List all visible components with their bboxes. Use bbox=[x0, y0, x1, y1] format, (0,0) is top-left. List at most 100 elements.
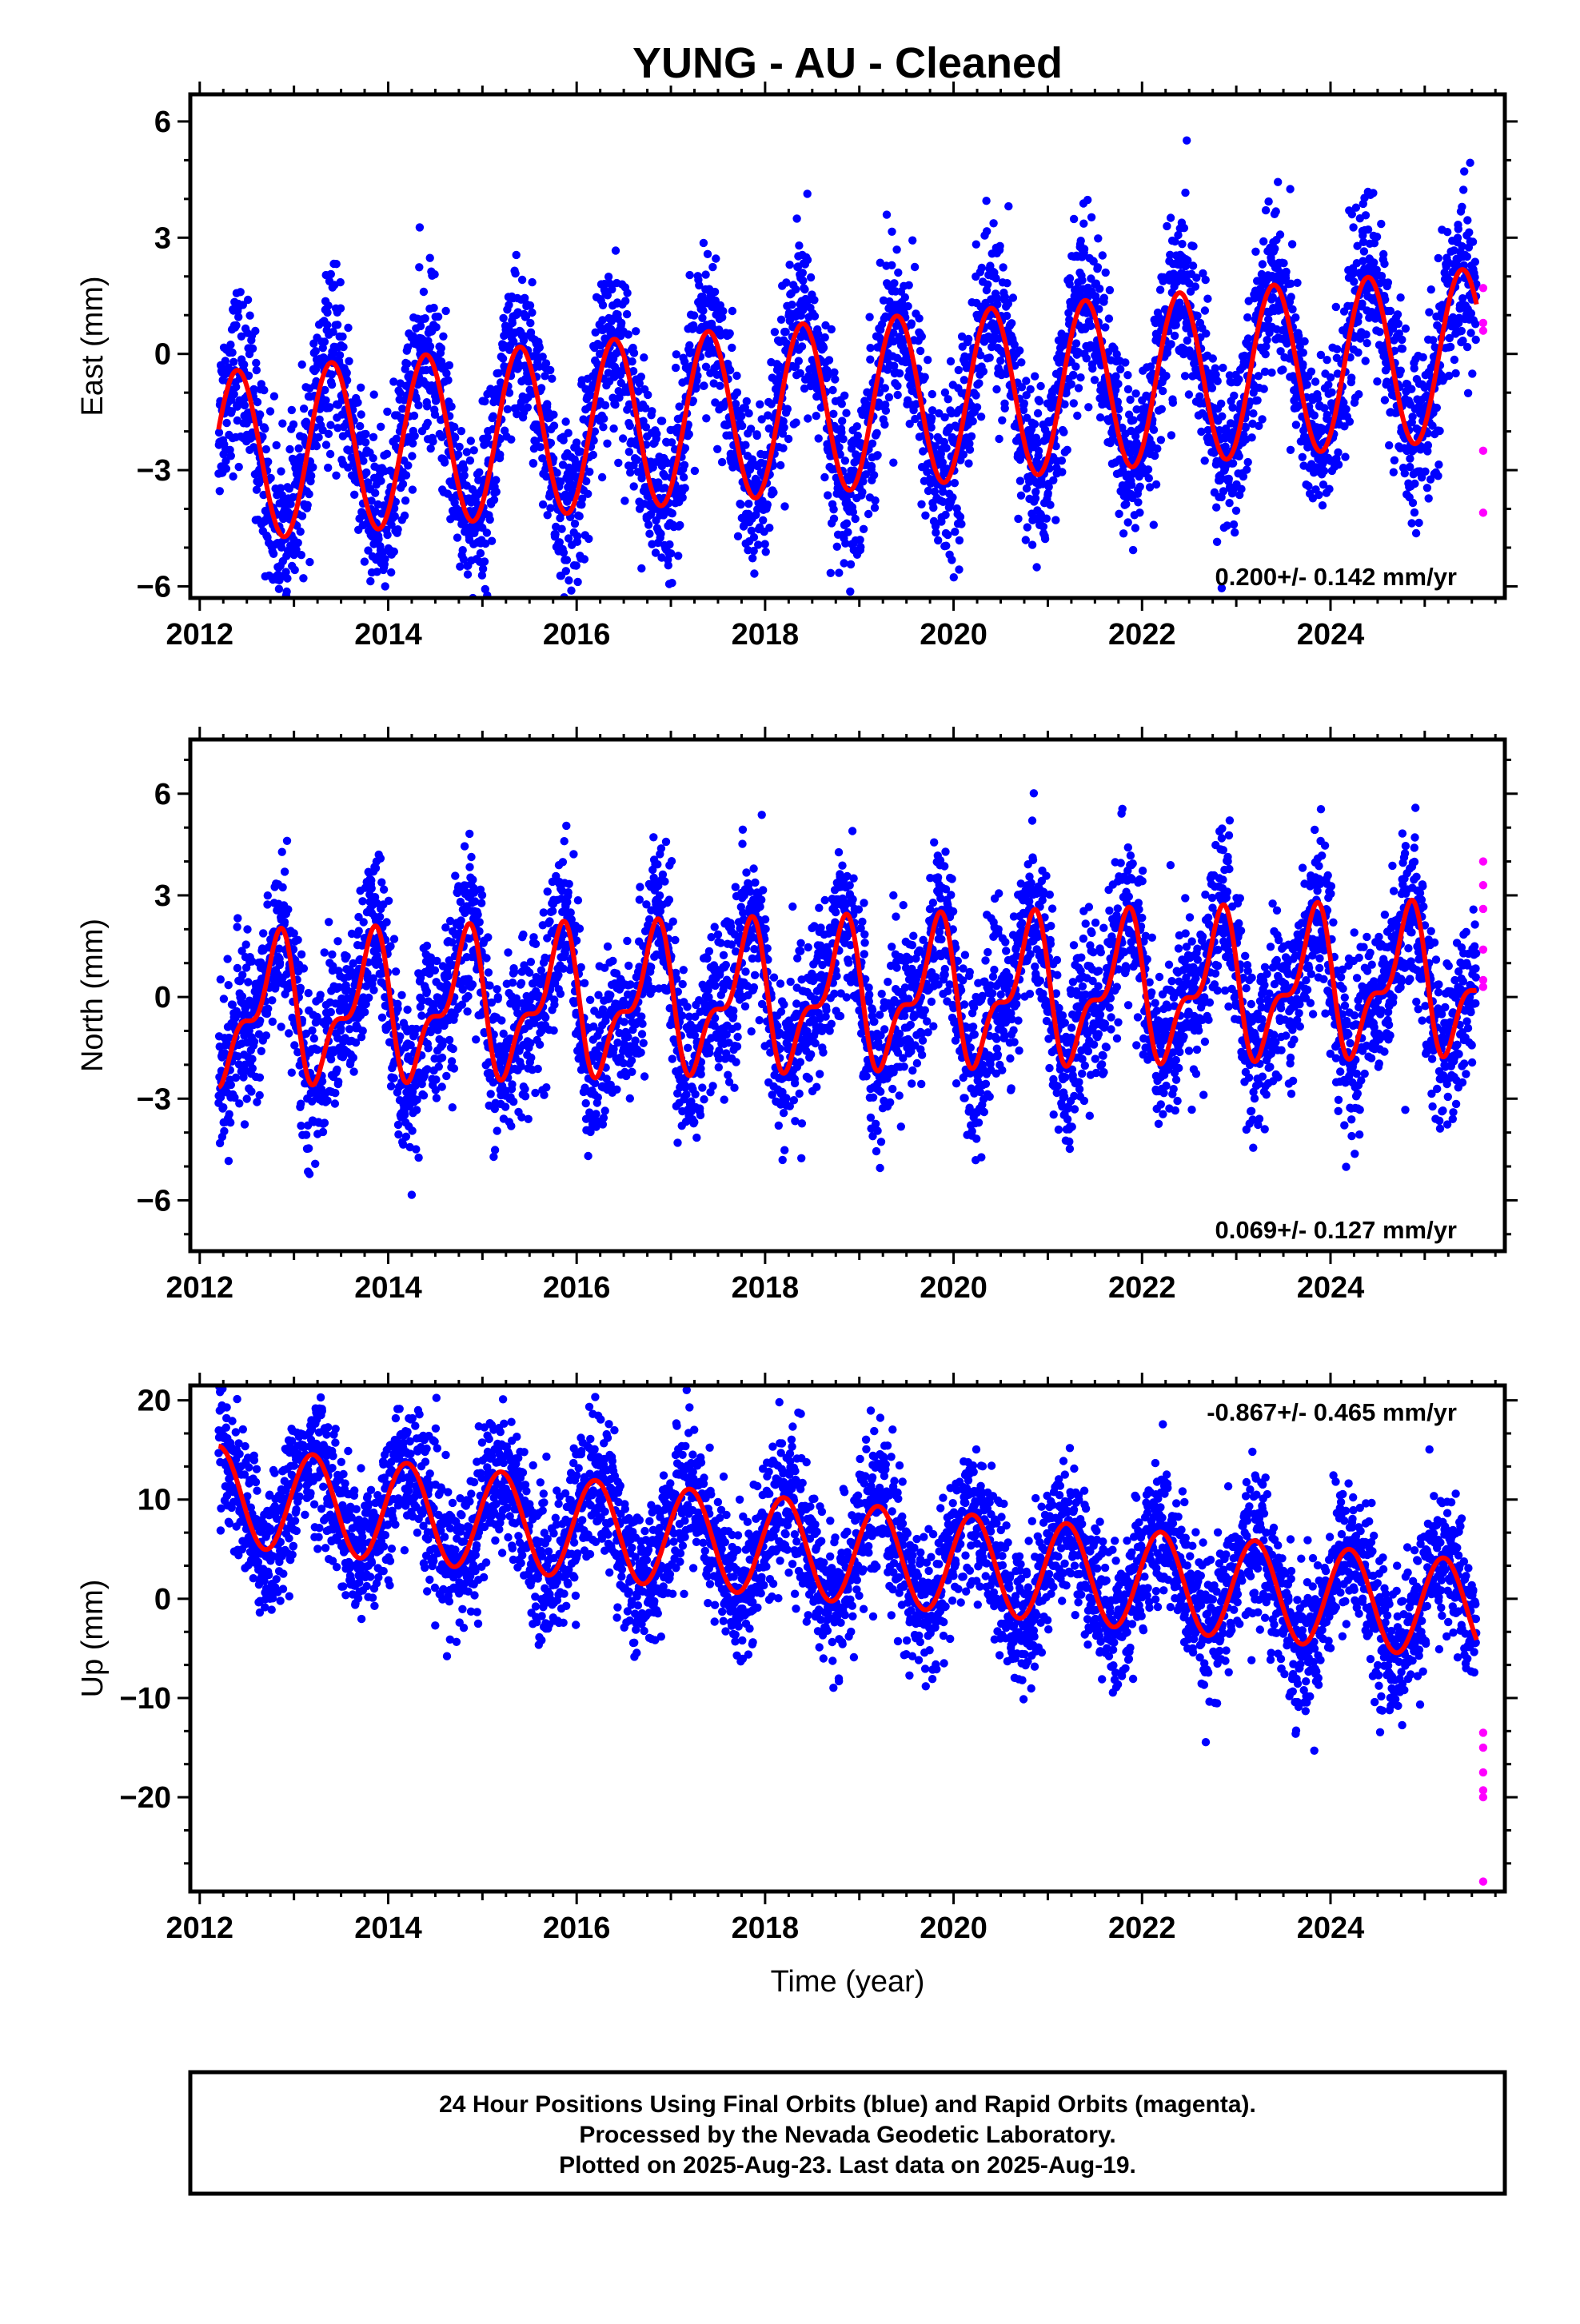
final-point bbox=[733, 389, 741, 397]
final-point bbox=[562, 567, 570, 575]
final-point bbox=[1396, 293, 1404, 301]
final-point bbox=[486, 516, 494, 524]
final-point bbox=[260, 386, 268, 394]
rapid-point bbox=[1479, 319, 1487, 327]
final-point bbox=[1342, 405, 1350, 413]
final-point bbox=[846, 588, 854, 596]
final-point bbox=[1307, 368, 1315, 376]
final-point bbox=[275, 585, 283, 593]
final-point bbox=[609, 425, 617, 433]
final-point bbox=[1167, 213, 1175, 221]
final-point bbox=[870, 471, 878, 479]
final-point bbox=[1072, 339, 1080, 347]
final-point bbox=[612, 246, 620, 254]
final-point bbox=[336, 351, 344, 359]
final-point bbox=[411, 432, 419, 440]
final-point bbox=[226, 1118, 234, 1126]
final-point bbox=[975, 379, 983, 387]
final-point bbox=[719, 307, 727, 315]
final-point bbox=[1468, 369, 1476, 377]
final-point bbox=[338, 333, 346, 341]
final-point bbox=[892, 245, 900, 253]
final-point bbox=[685, 271, 693, 279]
final-point bbox=[928, 414, 936, 422]
final-point bbox=[325, 430, 333, 438]
final-point bbox=[561, 417, 569, 425]
final-point bbox=[294, 539, 302, 547]
final-point bbox=[298, 512, 306, 520]
final-point bbox=[573, 578, 581, 586]
final-point bbox=[795, 241, 803, 249]
final-point bbox=[652, 430, 660, 438]
final-point bbox=[567, 587, 575, 595]
final-point bbox=[421, 314, 429, 322]
final-point bbox=[1435, 427, 1443, 435]
final-point bbox=[630, 482, 638, 490]
final-point bbox=[589, 451, 597, 459]
final-point bbox=[404, 461, 412, 469]
final-point bbox=[439, 333, 447, 341]
final-point bbox=[513, 251, 521, 259]
final-point bbox=[750, 569, 758, 577]
final-point bbox=[1094, 263, 1102, 271]
final-point bbox=[420, 288, 428, 296]
final-point bbox=[838, 417, 846, 425]
final-point bbox=[233, 914, 241, 922]
final-point bbox=[645, 530, 653, 538]
final-point bbox=[1217, 400, 1225, 408]
final-point bbox=[1070, 399, 1078, 407]
final-point bbox=[1123, 371, 1131, 379]
final-point bbox=[1243, 313, 1251, 321]
final-point bbox=[1260, 385, 1268, 393]
final-point bbox=[311, 1160, 319, 1168]
final-point bbox=[781, 328, 789, 336]
final-point bbox=[880, 421, 888, 429]
final-point bbox=[295, 444, 303, 452]
final-point bbox=[972, 241, 980, 249]
final-point bbox=[972, 391, 980, 399]
final-point bbox=[1180, 224, 1188, 232]
final-point bbox=[738, 422, 746, 430]
final-point bbox=[908, 319, 916, 327]
final-point bbox=[444, 376, 452, 384]
final-point bbox=[1145, 474, 1153, 482]
final-point bbox=[1031, 420, 1039, 428]
final-point bbox=[371, 489, 379, 497]
final-point bbox=[1352, 204, 1360, 212]
final-point bbox=[1073, 412, 1081, 420]
final-point bbox=[1095, 285, 1103, 293]
final-point bbox=[1151, 452, 1159, 460]
final-point bbox=[264, 1005, 272, 1013]
final-point bbox=[285, 445, 293, 453]
final-point bbox=[391, 512, 399, 520]
final-point bbox=[1408, 413, 1416, 421]
final-point bbox=[310, 1034, 318, 1042]
final-point bbox=[624, 330, 632, 338]
final-point bbox=[1471, 320, 1479, 328]
final-point bbox=[792, 285, 800, 293]
final-point bbox=[1465, 229, 1473, 237]
final-point bbox=[598, 473, 606, 481]
final-point bbox=[1406, 455, 1414, 463]
final-point bbox=[951, 479, 959, 487]
final-point bbox=[1213, 538, 1221, 546]
final-point bbox=[620, 496, 628, 504]
final-point bbox=[237, 288, 245, 296]
final-point bbox=[977, 413, 985, 421]
final-point bbox=[844, 528, 852, 536]
final-point bbox=[1235, 452, 1243, 460]
final-point bbox=[986, 353, 994, 361]
final-point bbox=[734, 532, 742, 540]
final-point bbox=[992, 385, 1000, 393]
rapid-point bbox=[1479, 447, 1487, 455]
final-point bbox=[1325, 485, 1333, 493]
final-point bbox=[1228, 404, 1236, 412]
final-point bbox=[726, 366, 734, 374]
final-point bbox=[1292, 421, 1300, 429]
final-point bbox=[291, 566, 299, 574]
final-point bbox=[941, 511, 949, 519]
final-point bbox=[1311, 411, 1319, 419]
final-point bbox=[451, 433, 459, 441]
final-point bbox=[1119, 529, 1127, 537]
